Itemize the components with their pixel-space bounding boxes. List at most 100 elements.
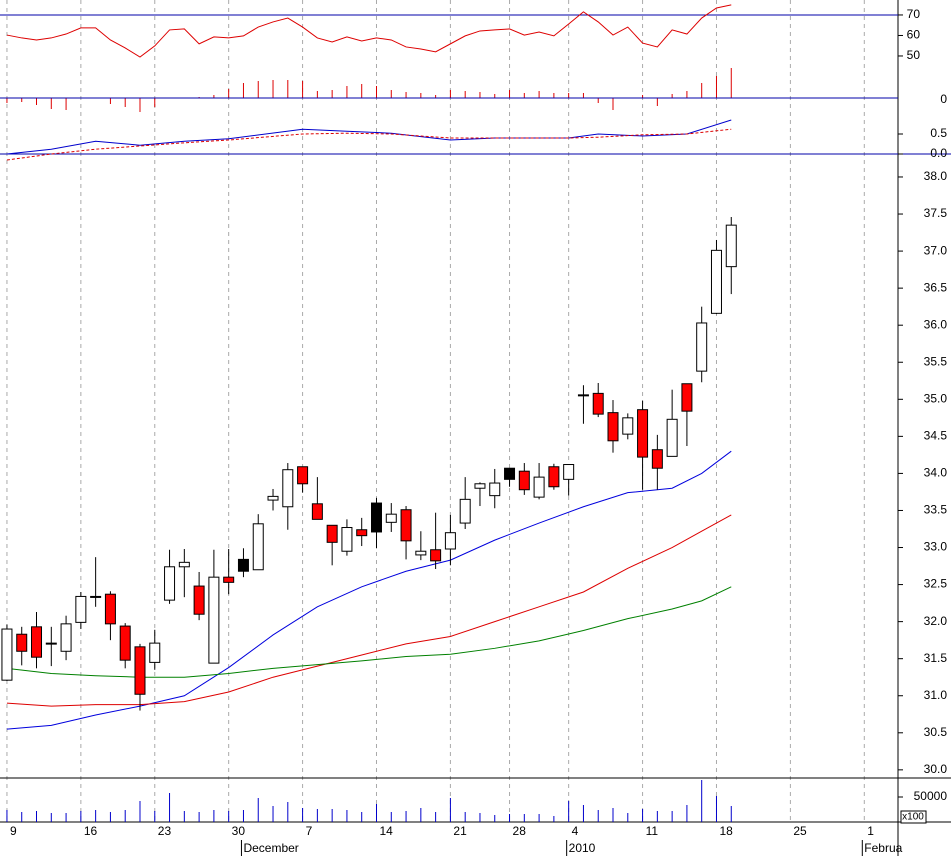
candle-body <box>681 383 693 412</box>
y-tick-label: 60 <box>907 28 921 42</box>
candle-body <box>193 585 205 615</box>
moving-average <box>6 514 732 707</box>
unit-box <box>900 810 927 824</box>
candle-body <box>400 509 412 542</box>
candle-body <box>104 593 116 625</box>
candle-body <box>370 502 382 533</box>
rsi-line <box>6 4 732 58</box>
x-tick-label: 1 <box>867 824 874 838</box>
y-tick-label: 32.0 <box>924 614 948 628</box>
candle-body <box>577 394 589 397</box>
month-label: Februa <box>864 841 902 855</box>
y-tick-label: 50000 <box>914 789 948 803</box>
y-tick-label: 50 <box>907 48 921 62</box>
y-tick-label: 36.0 <box>924 317 948 331</box>
x-tick-label: 14 <box>379 824 393 838</box>
candle-body <box>237 558 249 572</box>
candle-body <box>385 513 397 523</box>
candle-body <box>297 466 309 485</box>
y-tick-label: 35.5 <box>924 354 948 368</box>
candle-body <box>223 576 235 583</box>
candle-body <box>164 566 176 601</box>
candle-body <box>563 464 575 480</box>
y-tick-label: 36.5 <box>924 280 948 294</box>
unit-label: x100 <box>902 812 924 823</box>
y-tick-label: 38.0 <box>924 169 948 183</box>
x-tick-label: 25 <box>793 824 807 838</box>
y-tick-label: 0.0 <box>930 146 947 160</box>
candle-body <box>622 417 634 435</box>
candle-body <box>311 503 323 520</box>
y-tick-label: 33.5 <box>924 503 948 517</box>
x-tick-label: 9 <box>10 824 17 838</box>
y-tick-label: 37.5 <box>924 206 948 220</box>
x-tick-label: 21 <box>453 824 467 838</box>
y-tick-label: 0 <box>940 92 947 106</box>
x-tick-label: 30 <box>232 824 246 838</box>
moving-average <box>6 450 732 730</box>
candle-body <box>696 322 708 372</box>
candle-body <box>134 646 146 695</box>
candle-body <box>341 527 353 552</box>
candle-body <box>474 483 486 489</box>
y-tick-label: 31.5 <box>924 651 948 665</box>
y-tick-label: 37.0 <box>924 243 948 257</box>
candle-body <box>415 550 427 556</box>
y-tick-label: 35.0 <box>924 391 948 405</box>
candle-body <box>533 476 545 498</box>
candle-body <box>178 561 190 568</box>
macd-line <box>6 128 732 161</box>
macd-line <box>6 119 732 155</box>
candle-body <box>430 549 442 562</box>
candle-body <box>548 466 560 488</box>
candle-body <box>637 409 649 458</box>
y-tick-label: 0.5 <box>930 126 947 140</box>
candle-body <box>31 626 43 658</box>
candle-body <box>119 625 131 661</box>
y-tick-label: 70 <box>907 7 921 21</box>
candle-body <box>489 482 501 497</box>
y-tick-label: 30.0 <box>924 762 948 776</box>
candle-body <box>356 529 368 537</box>
y-tick-label: 32.5 <box>924 577 948 591</box>
y-tick-label: 34.5 <box>924 429 948 443</box>
x-tick-label: 7 <box>306 824 313 838</box>
candle-body <box>90 595 102 598</box>
candle-body <box>592 392 604 415</box>
candle-body <box>252 523 264 571</box>
candle-body <box>326 524 338 543</box>
x-tick-label: 4 <box>572 824 579 838</box>
candle-body <box>267 495 279 501</box>
candle-body <box>666 418 678 457</box>
candle-body <box>282 469 294 508</box>
y-tick-label: 34.0 <box>924 466 948 480</box>
moving-average <box>6 586 732 678</box>
candle-body <box>1 628 13 681</box>
candle-body <box>75 595 87 623</box>
candle-body <box>45 642 57 645</box>
month-label: 2010 <box>569 841 596 855</box>
candle-body <box>725 224 737 268</box>
month-label: December <box>243 841 298 855</box>
y-tick-label: 31.0 <box>924 688 948 702</box>
candle-body <box>518 470 530 491</box>
x-tick-label: 11 <box>646 824 659 838</box>
candle-body <box>208 576 220 664</box>
candle-body <box>504 467 516 480</box>
candle-body <box>607 412 619 442</box>
candle-body <box>149 642 161 663</box>
candle-body <box>459 498 471 524</box>
x-tick-label: 23 <box>158 824 172 838</box>
x-tick-label: 18 <box>719 824 733 838</box>
x-tick-label: 28 <box>513 824 527 838</box>
candle-body <box>651 449 663 469</box>
candle-body <box>60 623 72 652</box>
y-tick-label: 33.0 <box>924 540 948 554</box>
y-tick-label: 30.5 <box>924 725 948 739</box>
x-tick-label: 16 <box>84 824 98 838</box>
candle-body <box>710 249 722 314</box>
candle-body <box>16 633 28 652</box>
candle-body <box>444 532 456 550</box>
